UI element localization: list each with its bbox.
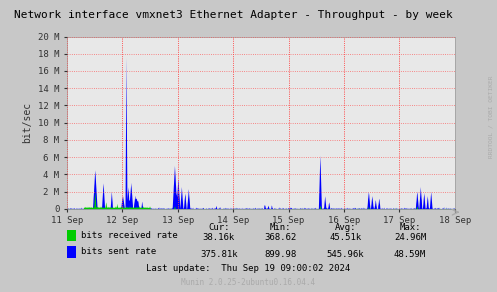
- Text: 24.96M: 24.96M: [394, 234, 426, 242]
- Text: Last update:  Thu Sep 19 09:00:02 2024: Last update: Thu Sep 19 09:00:02 2024: [147, 264, 350, 273]
- Text: 368.62: 368.62: [265, 234, 297, 242]
- Text: 375.81k: 375.81k: [200, 250, 238, 258]
- Y-axis label: bit/sec: bit/sec: [22, 102, 32, 143]
- Text: Avg:: Avg:: [334, 223, 356, 232]
- Text: Munin 2.0.25-2ubuntu0.16.04.4: Munin 2.0.25-2ubuntu0.16.04.4: [181, 278, 316, 287]
- Text: 45.51k: 45.51k: [330, 234, 361, 242]
- Text: 545.96k: 545.96k: [327, 250, 364, 258]
- Text: Network interface vmxnet3 Ethernet Adapter - Throughput - by week: Network interface vmxnet3 Ethernet Adapt…: [14, 10, 453, 20]
- Text: bits sent rate: bits sent rate: [81, 247, 156, 256]
- Text: Min:: Min:: [270, 223, 292, 232]
- Text: RRDTOOL / TOBI OETIKER: RRDTOOL / TOBI OETIKER: [489, 76, 494, 158]
- Text: Max:: Max:: [399, 223, 421, 232]
- Text: 48.59M: 48.59M: [394, 250, 426, 258]
- Text: Cur:: Cur:: [208, 223, 230, 232]
- Text: 38.16k: 38.16k: [203, 234, 235, 242]
- Text: 899.98: 899.98: [265, 250, 297, 258]
- Text: bits received rate: bits received rate: [81, 231, 177, 240]
